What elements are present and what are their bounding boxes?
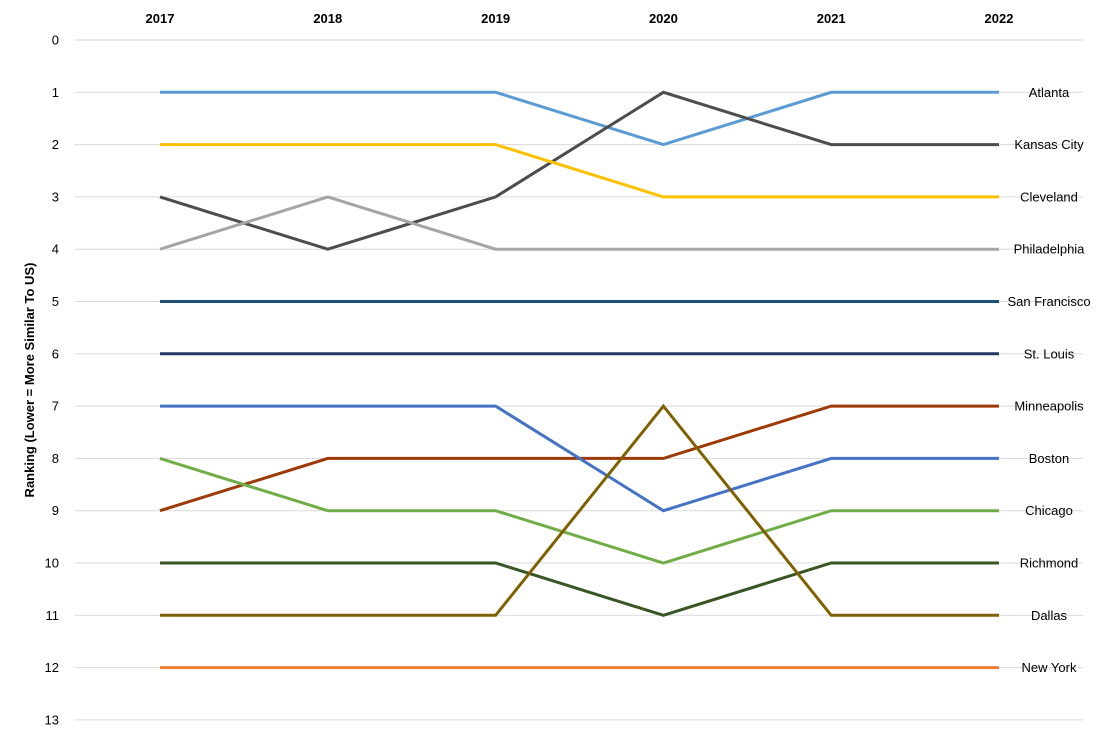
series-line-chicago [159,456,999,565]
y-tick-label: 0 [52,33,59,48]
series-line-cleveland [160,143,999,199]
x-tick-label: 2020 [649,11,678,26]
x-tick-label: 2022 [985,11,1014,26]
series-labels: Atlanta Kansas City Cleveland Philadelphia S… [1007,85,1090,675]
x-tick-label: 2021 [817,11,846,26]
y-tick-label: 2 [52,137,59,152]
y-tick-label: 8 [52,451,59,466]
series-label: New York [1022,660,1077,675]
x-tick-label: 2019 [481,11,510,26]
x-axis-ticks: 2017 2018 2019 2020 2021 2022 [146,11,1014,26]
series-label: Chicago [1025,503,1073,518]
series-label: Kansas City [1014,137,1084,152]
series-line-atlanta [160,90,999,147]
series-line-kansas-city [159,90,999,251]
series-line-dallas [160,403,999,617]
series-line-philadelphia [159,195,999,251]
x-tick-label: 2018 [313,11,342,26]
series-label: Boston [1029,451,1069,466]
series-label: Atlanta [1029,85,1070,100]
series-line-boston [160,404,999,513]
series-label: St. Louis [1024,346,1075,361]
y-tick-label: 10 [45,556,59,571]
series-line-richmond [160,561,999,617]
y-tick-label: 4 [52,242,59,257]
gridlines [75,39,1083,721]
x-tick-label: 2017 [146,11,175,26]
y-tick-label: 12 [45,660,59,675]
series-label: Cleveland [1020,189,1078,204]
y-tick-label: 9 [52,503,59,518]
y-axis-label: Ranking (Lower = More Similar To US) [22,263,37,498]
series-lines [159,90,999,670]
y-tick-label: 11 [46,608,60,623]
series-label: Dallas [1031,608,1068,623]
series-label: San Francisco [1007,294,1090,309]
y-tick-label: 1 [52,85,59,100]
y-tick-label: 13 [45,712,59,727]
y-tick-label: 6 [52,346,59,361]
series-label: Richmond [1020,556,1079,571]
series-label: Philadelphia [1014,242,1086,257]
y-tick-label: 5 [52,294,59,309]
y-tick-label: 7 [52,399,59,414]
series-label: Minneapolis [1014,399,1084,414]
y-tick-label: 3 [52,189,59,204]
